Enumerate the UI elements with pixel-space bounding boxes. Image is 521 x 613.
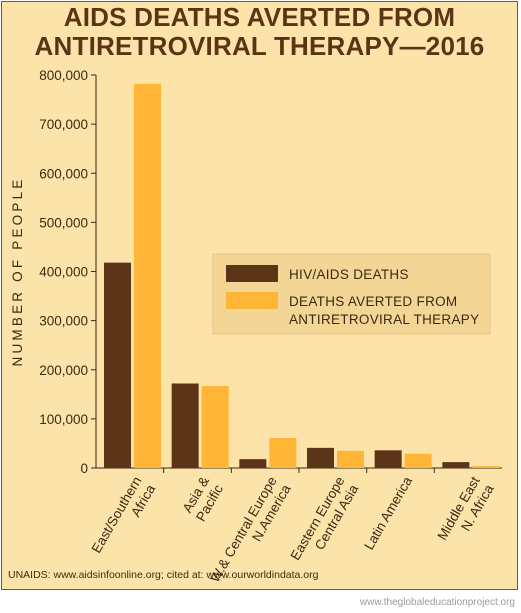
y-tick-label: 100,000 (39, 412, 88, 427)
chart-title-line-2: ANTIRETROVIRAL THERAPY—2016 (34, 31, 485, 61)
bar-averted-0 (134, 83, 161, 468)
bar-deaths-5 (442, 462, 470, 468)
legend-label-line: DEATHS AVERTED FROM (289, 294, 457, 309)
x-category-label: Middle EastN. Africa (435, 474, 497, 551)
legend-label-0: HIV/AIDS DEATHS (289, 267, 409, 282)
y-tick-label: 400,000 (39, 265, 88, 280)
bar-averted-2 (269, 438, 297, 468)
x-category-label: Asia &Pacific (179, 474, 226, 524)
bar-deaths-4 (374, 450, 402, 468)
y-tick-label: 0 (80, 461, 88, 476)
legend-label-line: HIV/AIDS DEATHS (289, 267, 409, 282)
bar-chart: NUMBER OF PEOPLE 0 100,000 200,000 300,000 40… (10, 68, 502, 585)
legend-label-1: DEATHS AVERTED FROM ANTIRETROVIRAL THERAP… (289, 294, 479, 327)
y-tick-label: 600,000 (39, 166, 88, 181)
x-category-label: Latin America (361, 474, 415, 553)
bar-averted-3 (337, 450, 364, 468)
bar-averted-4 (404, 453, 432, 468)
x-category-label-line: Latin America (361, 474, 415, 553)
bar-averted-1 (201, 385, 229, 468)
chart-title-line-1: AIDS DEATHS AVERTED FROM (63, 2, 456, 32)
y-tick-label: 800,000 (39, 68, 88, 83)
y-tick-label: 200,000 (39, 363, 88, 378)
bar-averted-5 (472, 466, 500, 468)
bar-deaths-3 (307, 447, 334, 468)
bar-deaths-0 (104, 262, 131, 468)
y-tick-label: 300,000 (39, 314, 88, 329)
chart-title: AIDS DEATHS AVERTED FROM ANTIRETROVIRAL … (0, 3, 519, 61)
legend-label-line: ANTIRETROVIRAL THERAPY (289, 312, 479, 327)
bar-deaths-1 (171, 383, 199, 468)
watermark: www.theglobaleducationproject.org (359, 597, 515, 608)
legend-swatch-0 (226, 265, 278, 282)
source-note: UNAIDS: www.aidsinfoonline.org; cited at… (8, 569, 319, 581)
x-category-label: East/SouthernAfrica (89, 474, 159, 564)
y-tick-label: 500,000 (39, 215, 88, 230)
y-tick-label: 700,000 (39, 117, 88, 132)
legend-swatch-1 (226, 292, 278, 309)
x-category-label: Eastern EuropeCentral Asia (288, 474, 362, 571)
bar-deaths-2 (239, 459, 267, 468)
y-axis-title: NUMBER OF PEOPLE (10, 177, 25, 367)
